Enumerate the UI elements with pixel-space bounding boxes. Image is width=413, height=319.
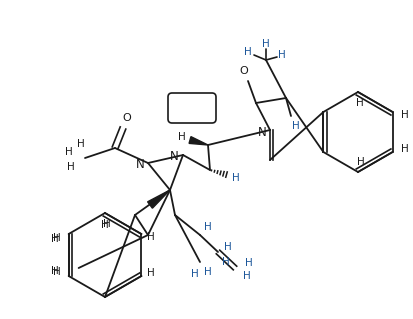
Text: H: H (191, 269, 199, 279)
Polygon shape (189, 137, 208, 145)
Text: H: H (232, 173, 240, 183)
Text: H: H (101, 220, 109, 230)
Text: N: N (170, 151, 178, 164)
Text: H: H (51, 266, 59, 276)
Text: H: H (53, 267, 60, 277)
FancyBboxPatch shape (168, 93, 216, 123)
Text: H: H (243, 271, 251, 281)
Text: H: H (65, 147, 73, 157)
Text: H: H (245, 258, 253, 268)
Text: H: H (357, 157, 365, 167)
Text: H: H (147, 232, 155, 242)
Text: Abs: Abs (183, 103, 202, 113)
Text: O: O (240, 66, 248, 76)
Text: H: H (278, 50, 286, 60)
Text: O: O (123, 113, 131, 123)
Polygon shape (147, 190, 170, 208)
Text: H: H (262, 39, 270, 49)
Text: H: H (244, 47, 252, 57)
Text: N: N (258, 127, 266, 139)
Text: H: H (51, 234, 59, 244)
Text: H: H (222, 257, 230, 267)
Text: H: H (401, 110, 408, 120)
Text: H: H (67, 162, 75, 172)
Text: H: H (356, 98, 364, 108)
Text: H: H (147, 268, 155, 278)
Text: H: H (204, 267, 212, 277)
Text: H: H (204, 222, 212, 232)
Text: N: N (135, 159, 145, 172)
Text: H: H (178, 132, 186, 142)
Text: H: H (77, 139, 85, 149)
Text: H: H (103, 219, 111, 229)
Text: H: H (292, 121, 300, 131)
Text: H: H (401, 144, 408, 154)
Text: H: H (53, 233, 60, 243)
Text: H: H (224, 242, 232, 252)
